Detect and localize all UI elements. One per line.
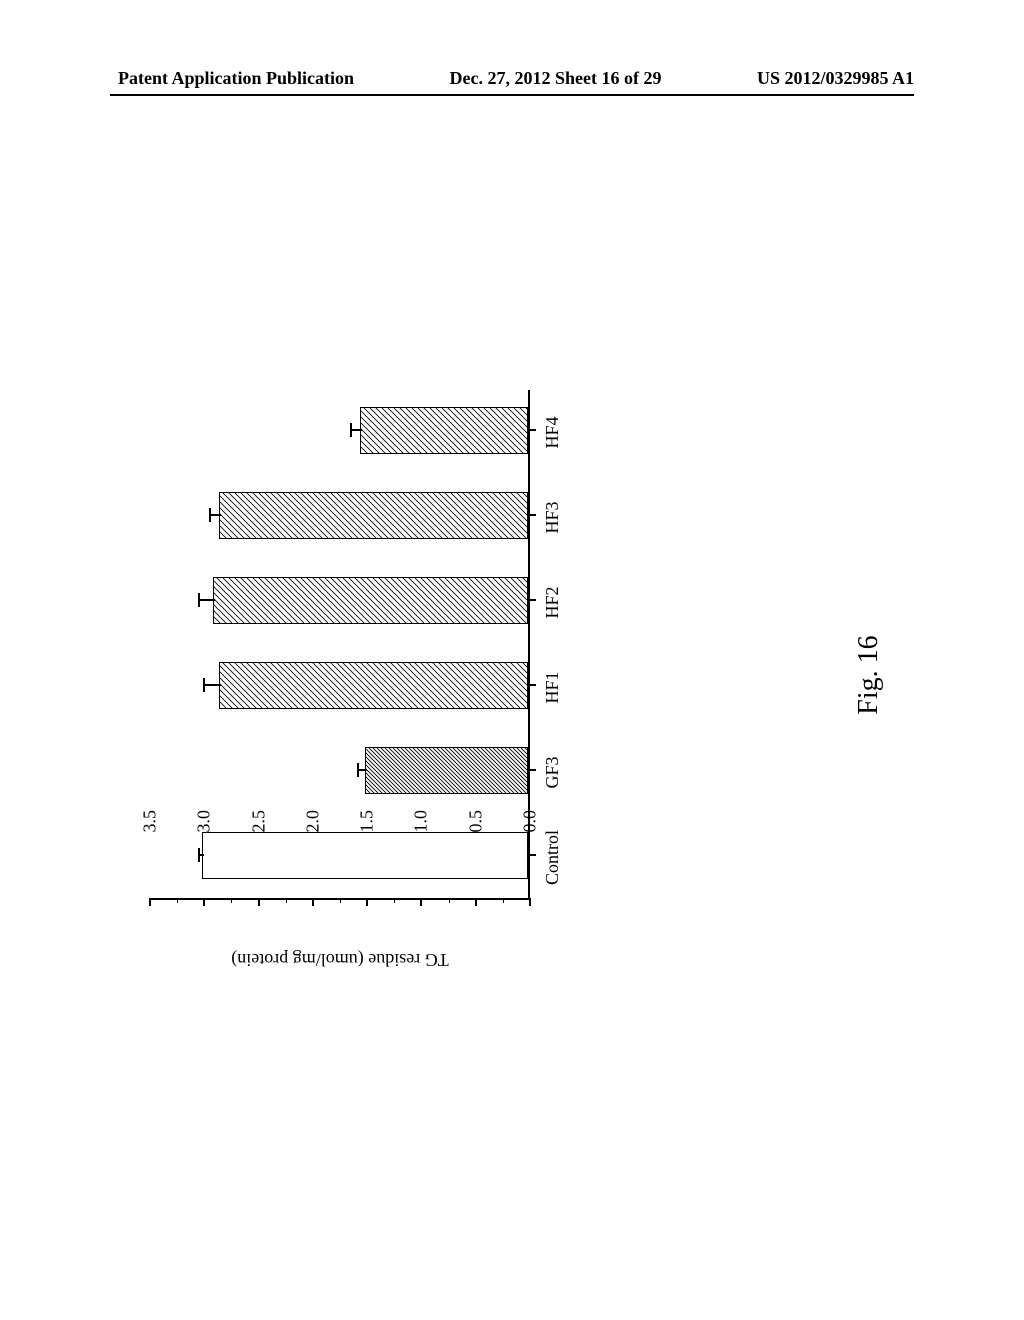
figure-rotated-container: TG residue (umol/mg protein) 0.0 0.5 1.0 1.… — [0, 330, 975, 1020]
header-right: US 2012/0329985 A1 — [757, 68, 914, 89]
figure-caption: Fig. 16 — [853, 330, 885, 1020]
y-tick-label: 3.0 — [194, 810, 215, 833]
bar — [202, 832, 528, 879]
bar — [219, 662, 528, 709]
y-tick-label: 3.5 — [140, 810, 161, 833]
y-tick — [149, 898, 151, 906]
y-tick-minor — [286, 898, 287, 903]
y-tick — [420, 898, 422, 906]
error-stem — [204, 685, 220, 687]
page-header: Patent Application Publication Dec. 27, … — [0, 68, 1024, 89]
y-tick — [258, 898, 260, 906]
x-tick — [528, 770, 536, 772]
header-left: Patent Application Publication — [118, 68, 354, 89]
y-tick — [475, 898, 477, 906]
header-center: Dec. 27, 2012 Sheet 16 of 29 — [450, 68, 662, 89]
x-tick — [528, 515, 536, 517]
y-tick-label: 0.5 — [465, 810, 486, 833]
y-tick-minor — [449, 898, 450, 903]
bar — [365, 747, 528, 794]
bar — [219, 492, 528, 539]
x-tick-label: Control — [542, 830, 563, 885]
y-tick-label: 1.0 — [411, 810, 432, 833]
y-tick — [529, 898, 531, 906]
y-tick-label: 1.5 — [357, 810, 378, 833]
x-tick — [528, 685, 536, 687]
y-tick — [366, 898, 368, 906]
y-tick-minor — [231, 898, 232, 903]
y-tick-minor — [394, 898, 395, 903]
y-axis-title: TG residue (umol/mg protein) — [231, 949, 448, 970]
error-cap — [198, 849, 200, 863]
error-stem — [358, 770, 367, 772]
y-tick-label: 2.0 — [302, 810, 323, 833]
y-tick — [203, 898, 205, 906]
x-tick — [528, 430, 536, 432]
y-tick-label: 0.0 — [520, 810, 541, 833]
error-stem — [351, 430, 362, 432]
x-tick-label: HF4 — [542, 416, 563, 448]
bar — [213, 577, 528, 624]
chart-area: TG residue (umol/mg protein) 0.0 0.5 1.0 1.… — [120, 380, 590, 990]
x-tick — [528, 600, 536, 602]
error-cap — [350, 424, 352, 438]
y-tick-minor — [177, 898, 178, 903]
error-cap — [357, 764, 359, 778]
error-cap — [198, 594, 200, 608]
x-tick — [528, 855, 536, 857]
bar — [360, 407, 528, 454]
x-tick-label: HF1 — [542, 671, 563, 703]
y-tick — [312, 898, 314, 906]
error-cap — [209, 509, 211, 523]
header-rule — [110, 94, 914, 96]
x-tick-label: HF2 — [542, 586, 563, 618]
y-tick-label: 2.5 — [248, 810, 269, 833]
error-stem — [210, 515, 221, 517]
x-tick-label: GF3 — [542, 756, 563, 788]
error-cap — [203, 679, 205, 693]
error-stem — [199, 600, 215, 602]
x-tick-label: HF3 — [542, 501, 563, 533]
y-tick-minor — [503, 898, 504, 903]
y-tick-minor — [340, 898, 341, 903]
